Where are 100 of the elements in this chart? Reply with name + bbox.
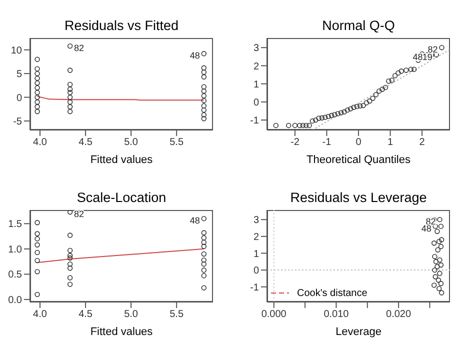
point xyxy=(433,259,439,264)
point xyxy=(201,112,206,118)
y-tick-label: 0.5 xyxy=(8,270,22,281)
point xyxy=(201,257,206,263)
point xyxy=(34,76,40,81)
point xyxy=(34,70,40,76)
point xyxy=(360,102,366,108)
x-axis-title: Fitted values xyxy=(89,326,154,338)
point xyxy=(434,228,440,234)
x-tick-label: 5.0 xyxy=(124,309,138,320)
point xyxy=(432,254,438,260)
point xyxy=(357,103,363,109)
point xyxy=(310,118,316,124)
point xyxy=(303,122,309,128)
y-tick-label: -1 xyxy=(250,116,260,127)
point xyxy=(297,122,302,128)
point xyxy=(201,107,206,113)
point xyxy=(34,292,40,298)
annotation: 82 xyxy=(428,44,438,55)
y-tick-label: 5 xyxy=(16,69,22,80)
y-tick-label: 3 xyxy=(253,215,260,226)
point xyxy=(201,244,206,249)
point xyxy=(322,114,328,120)
point xyxy=(201,51,206,56)
point xyxy=(67,86,73,92)
point xyxy=(67,82,73,88)
point xyxy=(67,252,73,258)
y-tick-label: -5 xyxy=(13,116,22,128)
point xyxy=(438,237,444,242)
point xyxy=(382,84,388,90)
x-tick-label: 0.020 xyxy=(386,309,412,320)
point xyxy=(292,122,298,128)
point xyxy=(344,107,350,113)
point xyxy=(34,99,40,105)
x-axis-title: Leverage xyxy=(334,326,382,338)
point xyxy=(319,115,325,120)
x-tick-label: -1 xyxy=(322,137,332,148)
y-tick-label: 1.5 xyxy=(8,219,22,230)
point xyxy=(201,285,206,290)
point xyxy=(332,112,338,118)
x-tick-label: 4.0 xyxy=(33,309,48,320)
point xyxy=(34,104,40,110)
point xyxy=(67,68,73,73)
point xyxy=(67,275,73,280)
point xyxy=(434,264,440,270)
y-tick-label: 3 xyxy=(253,43,260,54)
point xyxy=(201,116,206,122)
point xyxy=(201,251,206,257)
point xyxy=(67,248,73,254)
y-tick-label: 2 xyxy=(253,61,260,72)
point xyxy=(286,122,292,128)
point xyxy=(300,122,306,128)
point xyxy=(67,282,73,287)
point xyxy=(34,231,40,236)
point xyxy=(412,66,417,72)
point xyxy=(376,88,382,94)
point xyxy=(380,86,385,92)
point xyxy=(34,94,40,100)
point xyxy=(348,106,354,112)
point xyxy=(438,290,444,296)
point xyxy=(435,247,440,252)
point xyxy=(432,224,438,229)
point xyxy=(34,236,40,242)
point xyxy=(316,116,322,121)
point xyxy=(437,270,442,276)
point xyxy=(34,80,40,86)
point xyxy=(201,93,206,98)
point xyxy=(67,99,73,105)
point xyxy=(306,122,312,128)
y-tick-label: -1 xyxy=(250,282,260,294)
point xyxy=(201,84,206,90)
point xyxy=(326,114,331,120)
point xyxy=(404,68,409,73)
x-tick-label: 4.5 xyxy=(78,137,93,148)
x-axis-title: Fitted values xyxy=(89,154,154,166)
point xyxy=(432,240,437,246)
point xyxy=(201,235,206,240)
point xyxy=(351,104,356,110)
point xyxy=(439,45,444,50)
point xyxy=(432,282,437,288)
chart-title: Scale-Location xyxy=(76,190,168,205)
chart-title: Residuals vs Leverage xyxy=(289,190,428,205)
point xyxy=(313,117,318,123)
x-tick-label: 5.5 xyxy=(170,309,184,320)
x-tick-label: 4.5 xyxy=(78,309,93,320)
point xyxy=(273,122,278,128)
point xyxy=(370,96,376,101)
point xyxy=(438,262,444,268)
x-tick-label: 0.000 xyxy=(261,309,287,320)
point xyxy=(436,278,442,283)
point xyxy=(438,224,444,229)
point xyxy=(34,90,40,96)
point xyxy=(436,238,442,244)
point xyxy=(354,104,360,110)
annotation: 82 xyxy=(74,43,84,54)
point xyxy=(436,286,442,292)
annotation: 48 xyxy=(190,216,200,226)
point xyxy=(67,232,73,238)
point xyxy=(437,257,442,263)
point xyxy=(34,56,40,62)
